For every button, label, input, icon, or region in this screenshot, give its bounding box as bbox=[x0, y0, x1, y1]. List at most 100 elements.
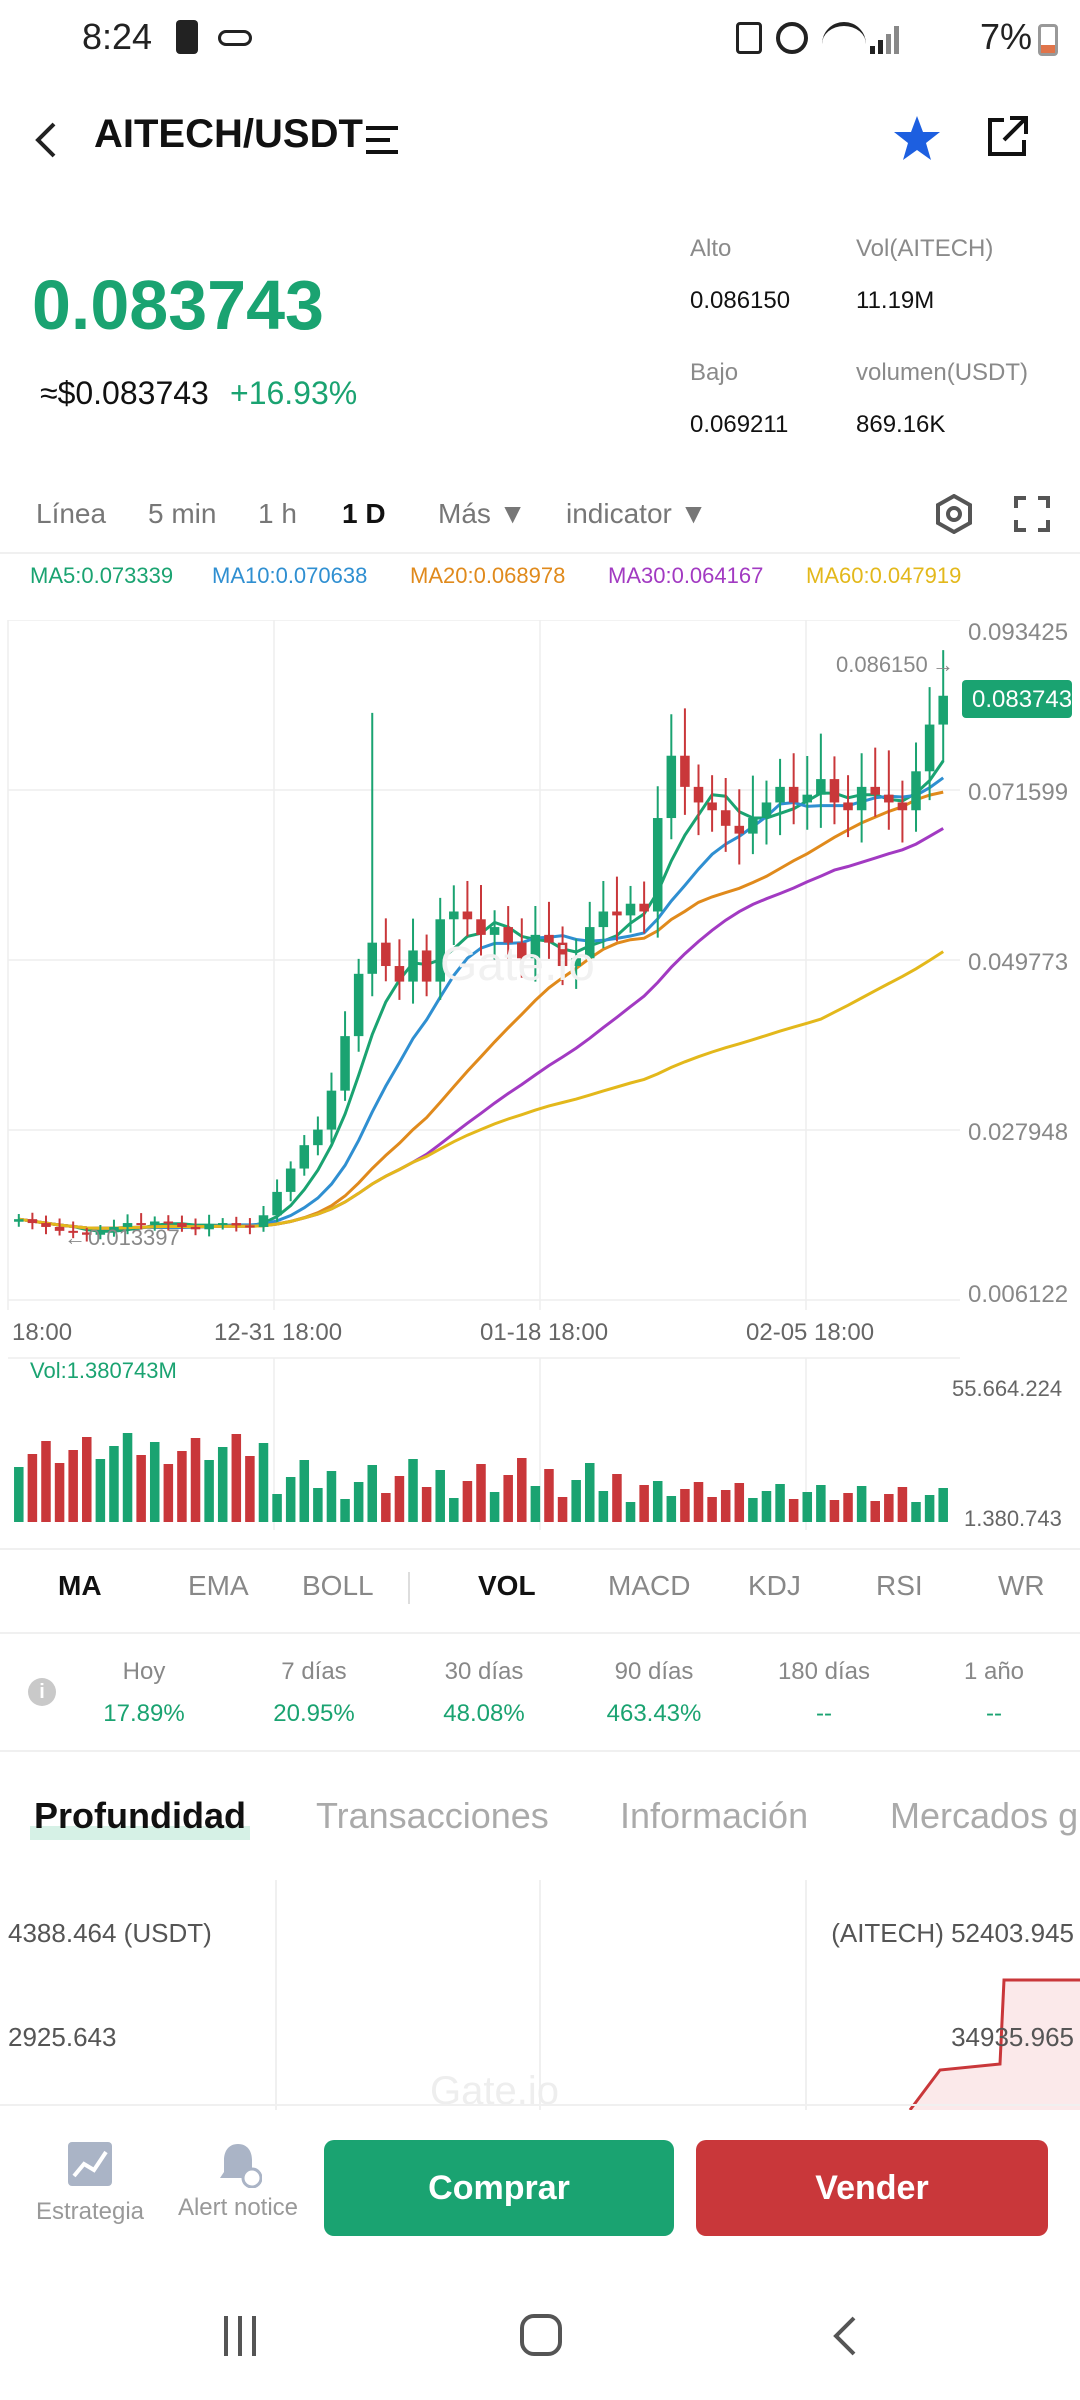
buy-button[interactable]: Comprar bbox=[324, 2140, 674, 2236]
volume-bar bbox=[598, 1491, 609, 1522]
volume-bar bbox=[394, 1476, 405, 1522]
info-icon[interactable]: i bbox=[28, 1678, 56, 1706]
candle-body bbox=[163, 1221, 174, 1224]
candle-body bbox=[639, 903, 649, 912]
ask-depth-line bbox=[908, 1978, 1080, 2110]
depth-chart[interactable]: 4388.464 (USDT) 2925.643 (AITECH) 52403.… bbox=[0, 1880, 1080, 2110]
sell-button[interactable]: Vender bbox=[696, 2140, 1048, 2236]
candle-body bbox=[394, 966, 405, 982]
favorite-button[interactable] bbox=[890, 112, 944, 166]
candle-body bbox=[884, 794, 894, 803]
candle-body bbox=[571, 958, 581, 967]
range-label: 30 días bbox=[444, 1658, 524, 1685]
watermark-logo: Gate.io bbox=[430, 2069, 559, 2110]
tf-1h[interactable]: 1 h bbox=[258, 498, 297, 529]
ind-macd[interactable]: MACD bbox=[608, 1570, 691, 1601]
range-value: -- bbox=[816, 1700, 832, 1727]
volume-bar bbox=[14, 1467, 24, 1522]
candle-body bbox=[911, 771, 921, 811]
candle-body bbox=[285, 1168, 296, 1192]
strategy-button[interactable]: Estrategia bbox=[22, 2140, 158, 2240]
volume-bar bbox=[911, 1502, 921, 1522]
volume-bar bbox=[612, 1474, 622, 1522]
x-tick: 01-18 18:00 bbox=[480, 1319, 608, 1346]
volume-bar bbox=[938, 1488, 948, 1522]
volume-bar bbox=[652, 1481, 663, 1522]
candlestick-chart[interactable]: 0.093425 0.071599 0.049773 0.027948 0.00… bbox=[0, 620, 1080, 1540]
volume-bar bbox=[421, 1487, 432, 1522]
price-change: +16.93% bbox=[230, 375, 358, 411]
tf-5min[interactable]: 5 min bbox=[148, 498, 217, 529]
external-link-icon bbox=[988, 116, 1028, 156]
tf-more[interactable]: Más ▼ bbox=[438, 498, 526, 530]
volume-bar bbox=[761, 1491, 772, 1522]
volume-bar bbox=[571, 1480, 581, 1522]
candle-body bbox=[14, 1219, 24, 1222]
volume-bar bbox=[720, 1490, 731, 1522]
alert-notice-button[interactable]: Alert notice bbox=[170, 2140, 306, 2240]
pair-list-button[interactable] bbox=[362, 120, 402, 160]
back-nav-button[interactable] bbox=[826, 2314, 866, 2358]
volume-bar bbox=[884, 1494, 894, 1522]
expand-icon bbox=[1014, 496, 1050, 532]
range-value: 20.95% bbox=[273, 1700, 355, 1727]
volume-bar bbox=[503, 1475, 513, 1522]
candle-body bbox=[707, 802, 717, 811]
range-label: 180 días bbox=[777, 1658, 871, 1685]
y-tick: 0.027948 bbox=[968, 1119, 1068, 1146]
tab-depth[interactable]: Profundidad bbox=[34, 1795, 246, 1836]
depth-right-mid: 34935.965 bbox=[951, 2022, 1074, 2052]
ma10-value: MA10:0.070638 bbox=[212, 563, 368, 588]
tab-trades[interactable]: Transacciones bbox=[316, 1795, 549, 1836]
tf-indicator[interactable]: indicator ▼ bbox=[566, 498, 707, 530]
candle-body bbox=[680, 755, 690, 787]
ma60-line bbox=[18, 950, 945, 1230]
volume-bar bbox=[299, 1460, 310, 1522]
ind-boll[interactable]: BOLL bbox=[302, 1570, 374, 1601]
last-price: 0.083743 bbox=[32, 266, 324, 344]
share-button[interactable] bbox=[982, 112, 1032, 162]
ind-rsi[interactable]: RSI bbox=[876, 1570, 923, 1601]
volume-bar bbox=[693, 1482, 704, 1522]
volume-bar bbox=[177, 1451, 187, 1522]
candle-body bbox=[109, 1226, 119, 1231]
candle-body bbox=[748, 818, 758, 834]
depth-left-mid: 2925.643 bbox=[8, 2022, 116, 2052]
tab-info[interactable]: Información bbox=[620, 1795, 809, 1836]
ind-kdj[interactable]: KDJ bbox=[748, 1570, 801, 1601]
pair-title[interactable]: AITECH/USDT bbox=[94, 112, 363, 156]
volume-bar bbox=[476, 1464, 486, 1522]
hexagon-settings-icon bbox=[936, 493, 972, 535]
candle-body bbox=[557, 942, 568, 967]
ind-ma[interactable]: MA bbox=[58, 1570, 102, 1601]
tab-markets[interactable]: Mercados g bbox=[890, 1795, 1079, 1836]
recycle-icon bbox=[736, 22, 762, 54]
recents-nav-button[interactable] bbox=[222, 2316, 258, 2356]
candle-body bbox=[245, 1225, 255, 1228]
back-button[interactable] bbox=[28, 120, 68, 160]
volume-bar bbox=[449, 1498, 459, 1522]
fullscreen-button[interactable] bbox=[1012, 494, 1052, 534]
ind-ema[interactable]: EMA bbox=[188, 1570, 249, 1601]
volume-bar bbox=[856, 1486, 867, 1522]
arrow-left-icon: ← bbox=[64, 1225, 86, 1250]
range-label: 90 días bbox=[614, 1658, 694, 1685]
ind-vol[interactable]: VOL bbox=[478, 1570, 536, 1601]
candle-body bbox=[381, 942, 391, 967]
vol-base-label: Vol(AITECH) bbox=[856, 235, 994, 262]
volume-bar bbox=[245, 1456, 255, 1522]
last-price-tag bbox=[962, 680, 1072, 718]
home-nav-button[interactable] bbox=[520, 2314, 562, 2356]
x-tick: 02-05 18:00 bbox=[746, 1319, 874, 1346]
usd-price: ≈$0.083743 bbox=[40, 375, 209, 411]
signal-icon bbox=[870, 24, 900, 54]
volume-bar bbox=[816, 1485, 826, 1522]
candle-body bbox=[421, 950, 432, 982]
candle-body bbox=[367, 942, 378, 974]
tf-1d[interactable]: 1 D bbox=[342, 498, 386, 529]
tf-line[interactable]: Línea bbox=[36, 498, 107, 529]
ind-wr[interactable]: WR bbox=[998, 1570, 1045, 1601]
chart-settings-button[interactable] bbox=[934, 493, 974, 535]
y-tick: 0.006122 bbox=[968, 1281, 1068, 1308]
volume-bar bbox=[231, 1434, 242, 1522]
